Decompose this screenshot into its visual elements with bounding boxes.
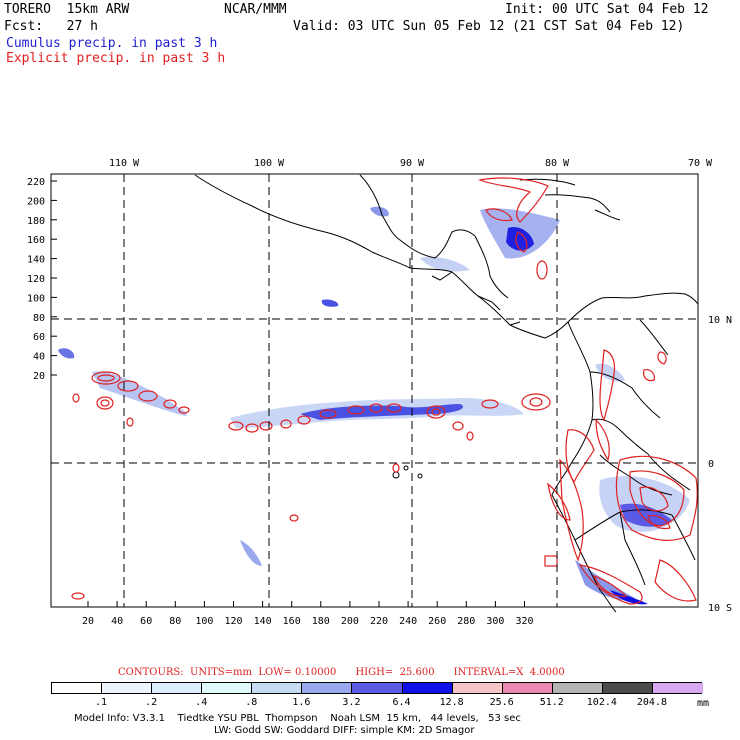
colorbar-label: .1 — [95, 697, 108, 708]
y-tick-label: 80 — [33, 313, 45, 324]
x-tick-label: 180 — [312, 616, 330, 627]
y-tick-label: 40 — [33, 352, 45, 363]
x-tick-label: 100 — [195, 616, 213, 627]
lon-label-90w: 90 W — [400, 158, 425, 169]
y-tick-label: 180 — [27, 216, 45, 227]
x-tick-label: 300 — [486, 616, 504, 627]
lon-label-110w: 110 W — [109, 158, 140, 169]
contours-info: CONTOURS: UNITS=mm LOW= 0.10000 HIGH= 25… — [118, 667, 565, 678]
x-tick-label: 320 — [515, 616, 533, 627]
colorbar-label: 1.6 — [292, 697, 311, 708]
forecast-hour: Fcst: 27 h — [4, 19, 98, 34]
explicit-legend: Explicit precip. in past 3 h — [6, 51, 226, 66]
y-tick-label: 220 — [27, 177, 45, 188]
colorbar-label: 51.2 — [539, 697, 564, 708]
colorbar-cell — [502, 683, 553, 693]
org-label: NCAR/MMM — [224, 2, 287, 17]
colorbar-label: .4 — [195, 697, 208, 708]
colorbar-cell — [252, 683, 303, 693]
longitude-labels: 110 W 100 W 90 W 80 W 70 W — [109, 158, 713, 169]
lat-label-0: 0 — [708, 459, 714, 470]
lon-label-100w: 100 W — [254, 158, 285, 169]
x-tick-label: 140 — [254, 616, 272, 627]
y-tick-label: 20 — [33, 371, 45, 382]
x-tick-labels: 20 40 60 80 100 120 140 160 180 200 220 240 260 280 30… — [82, 616, 534, 627]
colorbar-cell — [352, 683, 403, 693]
colorbar-cell — [652, 683, 703, 693]
x-tick-label: 40 — [111, 616, 123, 627]
model-title: TORERO 15km ARW — [4, 2, 130, 17]
x-tick-label: 80 — [169, 616, 181, 627]
y-tick-labels: 220 200 180 160 140 120 100 80 60 40 20 — [27, 177, 45, 382]
colorbar-label: 25.6 — [489, 697, 514, 708]
x-tick-label: 120 — [224, 616, 242, 627]
y-tick-label: 160 — [27, 235, 45, 246]
x-tick-label: 260 — [428, 616, 446, 627]
colorbar-label: .2 — [145, 697, 158, 708]
colorbar-label: .8 — [245, 697, 258, 708]
cumulus-precip-areas — [58, 206, 690, 605]
colorbar-label: 3.2 — [342, 697, 361, 708]
colorbar-units: mm — [697, 698, 710, 709]
colorbar-label: 102.4 — [586, 697, 617, 708]
y-axis-ticks — [51, 180, 57, 376]
model-info: Model Info: V3.3.1 Tiedtke YSU PBL Thomp… — [74, 713, 521, 724]
x-tick-label: 280 — [457, 616, 475, 627]
x-tick-label: 160 — [283, 616, 301, 627]
colorbar-cell — [552, 683, 603, 693]
x-tick-label: 20 — [82, 616, 94, 627]
lat-label-10s: 10 S — [708, 603, 732, 614]
colorbar-cell — [152, 683, 203, 693]
y-tick-label: 100 — [27, 293, 45, 304]
y-tick-label: 120 — [27, 274, 45, 285]
explicit-precip-contours — [71, 177, 698, 605]
coastlines — [194, 174, 699, 613]
colorbar-cell — [202, 683, 253, 693]
map-frame — [50, 173, 699, 608]
cumulus-legend: Cumulus precip. in past 3 h — [6, 36, 218, 51]
valid-time: Valid: 03 UTC Sun 05 Feb 12 (21 CST Sat … — [293, 19, 685, 34]
latlon-grid — [51, 174, 698, 607]
colorbar-cell — [52, 683, 103, 693]
y-tick-label: 60 — [33, 332, 45, 343]
x-tick-label: 200 — [341, 616, 359, 627]
y-tick-label: 140 — [27, 255, 45, 266]
x-tick-label: 60 — [140, 616, 152, 627]
colorbar-cell — [302, 683, 353, 693]
x-axis-ticks — [87, 601, 525, 607]
lon-label-80w: 80 W — [545, 158, 570, 169]
colorbar-cell — [602, 683, 653, 693]
x-tick-label: 220 — [370, 616, 388, 627]
y-tick-label: 200 — [27, 196, 45, 207]
colorbar-label: 204.8 — [636, 697, 667, 708]
latitude-labels: 10 N 0 10 S — [708, 315, 732, 614]
colorbar — [51, 682, 703, 694]
lon-label-70w: 70 W — [688, 158, 713, 169]
physics-info: LW: Godd SW: Goddard DIFF: simple KM: 2D… — [214, 725, 475, 736]
colorbar-label: 12.8 — [439, 697, 464, 708]
colorbar-label: 6.4 — [392, 697, 411, 708]
colorbar-cell — [402, 683, 453, 693]
init-time: Init: 00 UTC Sat 04 Feb 12 — [505, 2, 709, 17]
colorbar-cell — [452, 683, 503, 693]
colorbar-cell — [102, 683, 153, 693]
lat-label-10n: 10 N — [708, 315, 732, 326]
x-tick-label: 240 — [399, 616, 417, 627]
